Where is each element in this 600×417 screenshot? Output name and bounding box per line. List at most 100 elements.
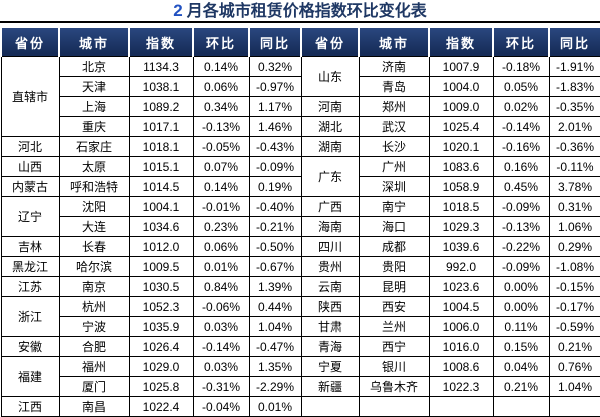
city-cell: 济南 [358, 56, 430, 77]
table-row: 辽宁 沈阳 1004.1 -0.01% -0.40% 广西 南宁 1018.5 -0.09% 0.… [0, 196, 600, 237]
city-cell: 长沙 [358, 136, 430, 157]
index-cell: 1015.1 [128, 156, 194, 177]
mom-cell: 0.00% [492, 296, 550, 317]
yoy-cell: 0.29% [548, 236, 600, 257]
yoy-cell: 1.46% [248, 116, 302, 137]
mom-cell: 0.04% [492, 356, 550, 377]
mom-cell: 0.23% [192, 216, 250, 237]
table-row: 浙江 杭州 1052.3 -0.06% 0.44% 陕西 西安 1004.5 0.00% -0.1… [0, 296, 600, 337]
mom-cell: 0.14% [192, 176, 250, 197]
table-row: 福建 福州 1029.0 0.03% 1.35% 宁夏 银川 1008.6 0.04% 0.76% [0, 356, 600, 397]
city-cell: 大连 [58, 216, 130, 237]
city-cell: 贵阳 [358, 256, 430, 277]
mom-cell: 0.03% [192, 316, 250, 337]
mom-cell: -0.18% [492, 56, 550, 77]
province-cell: 江苏 [0, 276, 60, 297]
yoy-cell: -0.47% [248, 336, 302, 357]
mom-cell: -0.09% [492, 196, 550, 217]
yoy-cell: -0.09% [248, 156, 302, 177]
col-header-mom: 环比 [192, 26, 250, 57]
index-cell: 1089.2 [128, 96, 194, 117]
province-cell: 福建 [0, 356, 60, 397]
city-cell: 南昌 [58, 396, 130, 417]
yoy-cell: -0.35% [548, 96, 600, 117]
mom-cell: -0.14% [192, 336, 250, 357]
city-cell: 成都 [358, 236, 430, 257]
index-cell: 1007.9 [428, 56, 494, 77]
mom-cell [492, 396, 550, 417]
province-cell: 江西 [0, 396, 60, 417]
index-cell: 1035.9 [128, 316, 194, 337]
city-cell: 银川 [358, 356, 430, 377]
index-cell: 1039.6 [428, 236, 494, 257]
province-cell: 广西 [300, 196, 360, 217]
mom-cell: -0.14% [492, 116, 550, 137]
yoy-cell: -0.17% [548, 296, 600, 317]
yoy-cell: -0.43% [248, 136, 302, 157]
mom-cell: 0.02% [492, 96, 550, 117]
table-row: 山西 太原 1015.1 0.07% -0.09% 广东 广州 1083.6 0.16% -0.1… [0, 156, 600, 197]
province-cell: 黑龙江 [0, 256, 60, 277]
table-row: 厦门 1025.8 -0.31% -2.29% 新疆 乌鲁木齐 1022.3 0.21% 1.0… [1, 376, 600, 397]
city-cell: 石家庄 [58, 136, 130, 157]
rental-index-table: 省份 城市 指数 环比 同比 省份 城市 指数 环比 同比 直辖市 北京 1134.3 0.14% 0.3… [0, 26, 600, 417]
city-cell: 深圳 [358, 176, 430, 197]
province-cell: 河南 [300, 96, 360, 117]
table-row: 江西 南昌 1022.4 -0.04% 0.01% [0, 396, 600, 417]
mom-cell: -0.16% [492, 136, 550, 157]
col-header-city: 城市 [58, 26, 130, 57]
index-cell: 1025.8 [128, 376, 194, 397]
city-cell: 南京 [58, 276, 130, 297]
province-cell: 青海 [300, 336, 360, 357]
yoy-cell: 1.04% [248, 316, 302, 337]
table-row: 宁波 1035.9 0.03% 1.04% 甘肃 兰州 1006.0 0.11% -0.59% [1, 316, 600, 337]
yoy-cell: 2.01% [548, 116, 600, 137]
mom-cell: 0.34% [192, 96, 250, 117]
city-cell: 重庆 [58, 116, 130, 137]
province-cell: 云南 [300, 276, 360, 297]
mom-cell: 0.07% [192, 156, 250, 177]
city-cell: 哈尔滨 [58, 256, 130, 277]
yoy-cell: 0.44% [248, 296, 302, 317]
index-cell: 1020.1 [428, 136, 494, 157]
province-cell: 新疆 [300, 376, 360, 397]
yoy-cell: -0.40% [248, 196, 302, 217]
province-cell: 海南 [300, 216, 360, 237]
table-row: 重庆 1017.1 -0.13% 1.46% 湖北 武汉 1025.4 -0.14% 2.01% [1, 116, 600, 137]
mom-cell: 0.14% [192, 56, 250, 77]
province-cell: 辽宁 [0, 196, 60, 237]
table-header-row: 省份 城市 指数 环比 同比 省份 城市 指数 环比 同比 [0, 26, 600, 57]
city-cell: 福州 [58, 356, 130, 377]
col-header-mom: 环比 [492, 26, 550, 57]
yoy-cell: 0.31% [548, 196, 600, 217]
province-cell: 陕西 [300, 296, 360, 317]
city-cell: 上海 [58, 96, 130, 117]
yoy-cell: -0.50% [248, 236, 302, 257]
yoy-cell: 1.39% [248, 276, 302, 297]
city-cell: 宁波 [58, 316, 130, 337]
col-header-province: 省份 [0, 26, 60, 57]
index-cell: 1025.4 [428, 116, 494, 137]
index-cell: 1008.6 [428, 356, 494, 377]
index-cell: 1009.0 [428, 96, 494, 117]
province-cell: 贵州 [300, 256, 360, 277]
index-cell: 1012.0 [128, 236, 194, 257]
mom-cell: 0.06% [192, 76, 250, 97]
index-cell: 1022.4 [128, 396, 194, 417]
table-row: 江苏 南京 1030.5 0.84% 1.39% 云南 昆明 1023.6 0.00% -0.15… [0, 276, 600, 297]
city-cell: 武汉 [358, 116, 430, 137]
index-cell: 1018.1 [128, 136, 194, 157]
table-row: 天津 1038.1 0.06% -0.97% 青岛 1004.0 0.05% -1.83% [1, 76, 600, 97]
mom-cell: -0.09% [492, 256, 550, 277]
province-cell: 湖北 [300, 116, 360, 137]
yoy-cell: 1.04% [548, 376, 600, 397]
city-cell: 合肥 [58, 336, 130, 357]
index-cell: 1004.5 [428, 296, 494, 317]
city-cell: 广州 [358, 156, 430, 177]
index-cell: 1134.3 [128, 56, 194, 77]
mom-cell: 0.00% [492, 276, 550, 297]
table-row: 黑龙江 哈尔滨 1009.5 0.01% -0.67% 贵州 贵阳 992.0 -0.09% -1… [0, 256, 600, 277]
index-cell: 1009.5 [128, 256, 194, 277]
table-row: 上海 1089.2 0.34% 1.17% 河南 郑州 1009.0 0.02% -0.35% [1, 96, 600, 117]
index-cell: 1052.3 [128, 296, 194, 317]
